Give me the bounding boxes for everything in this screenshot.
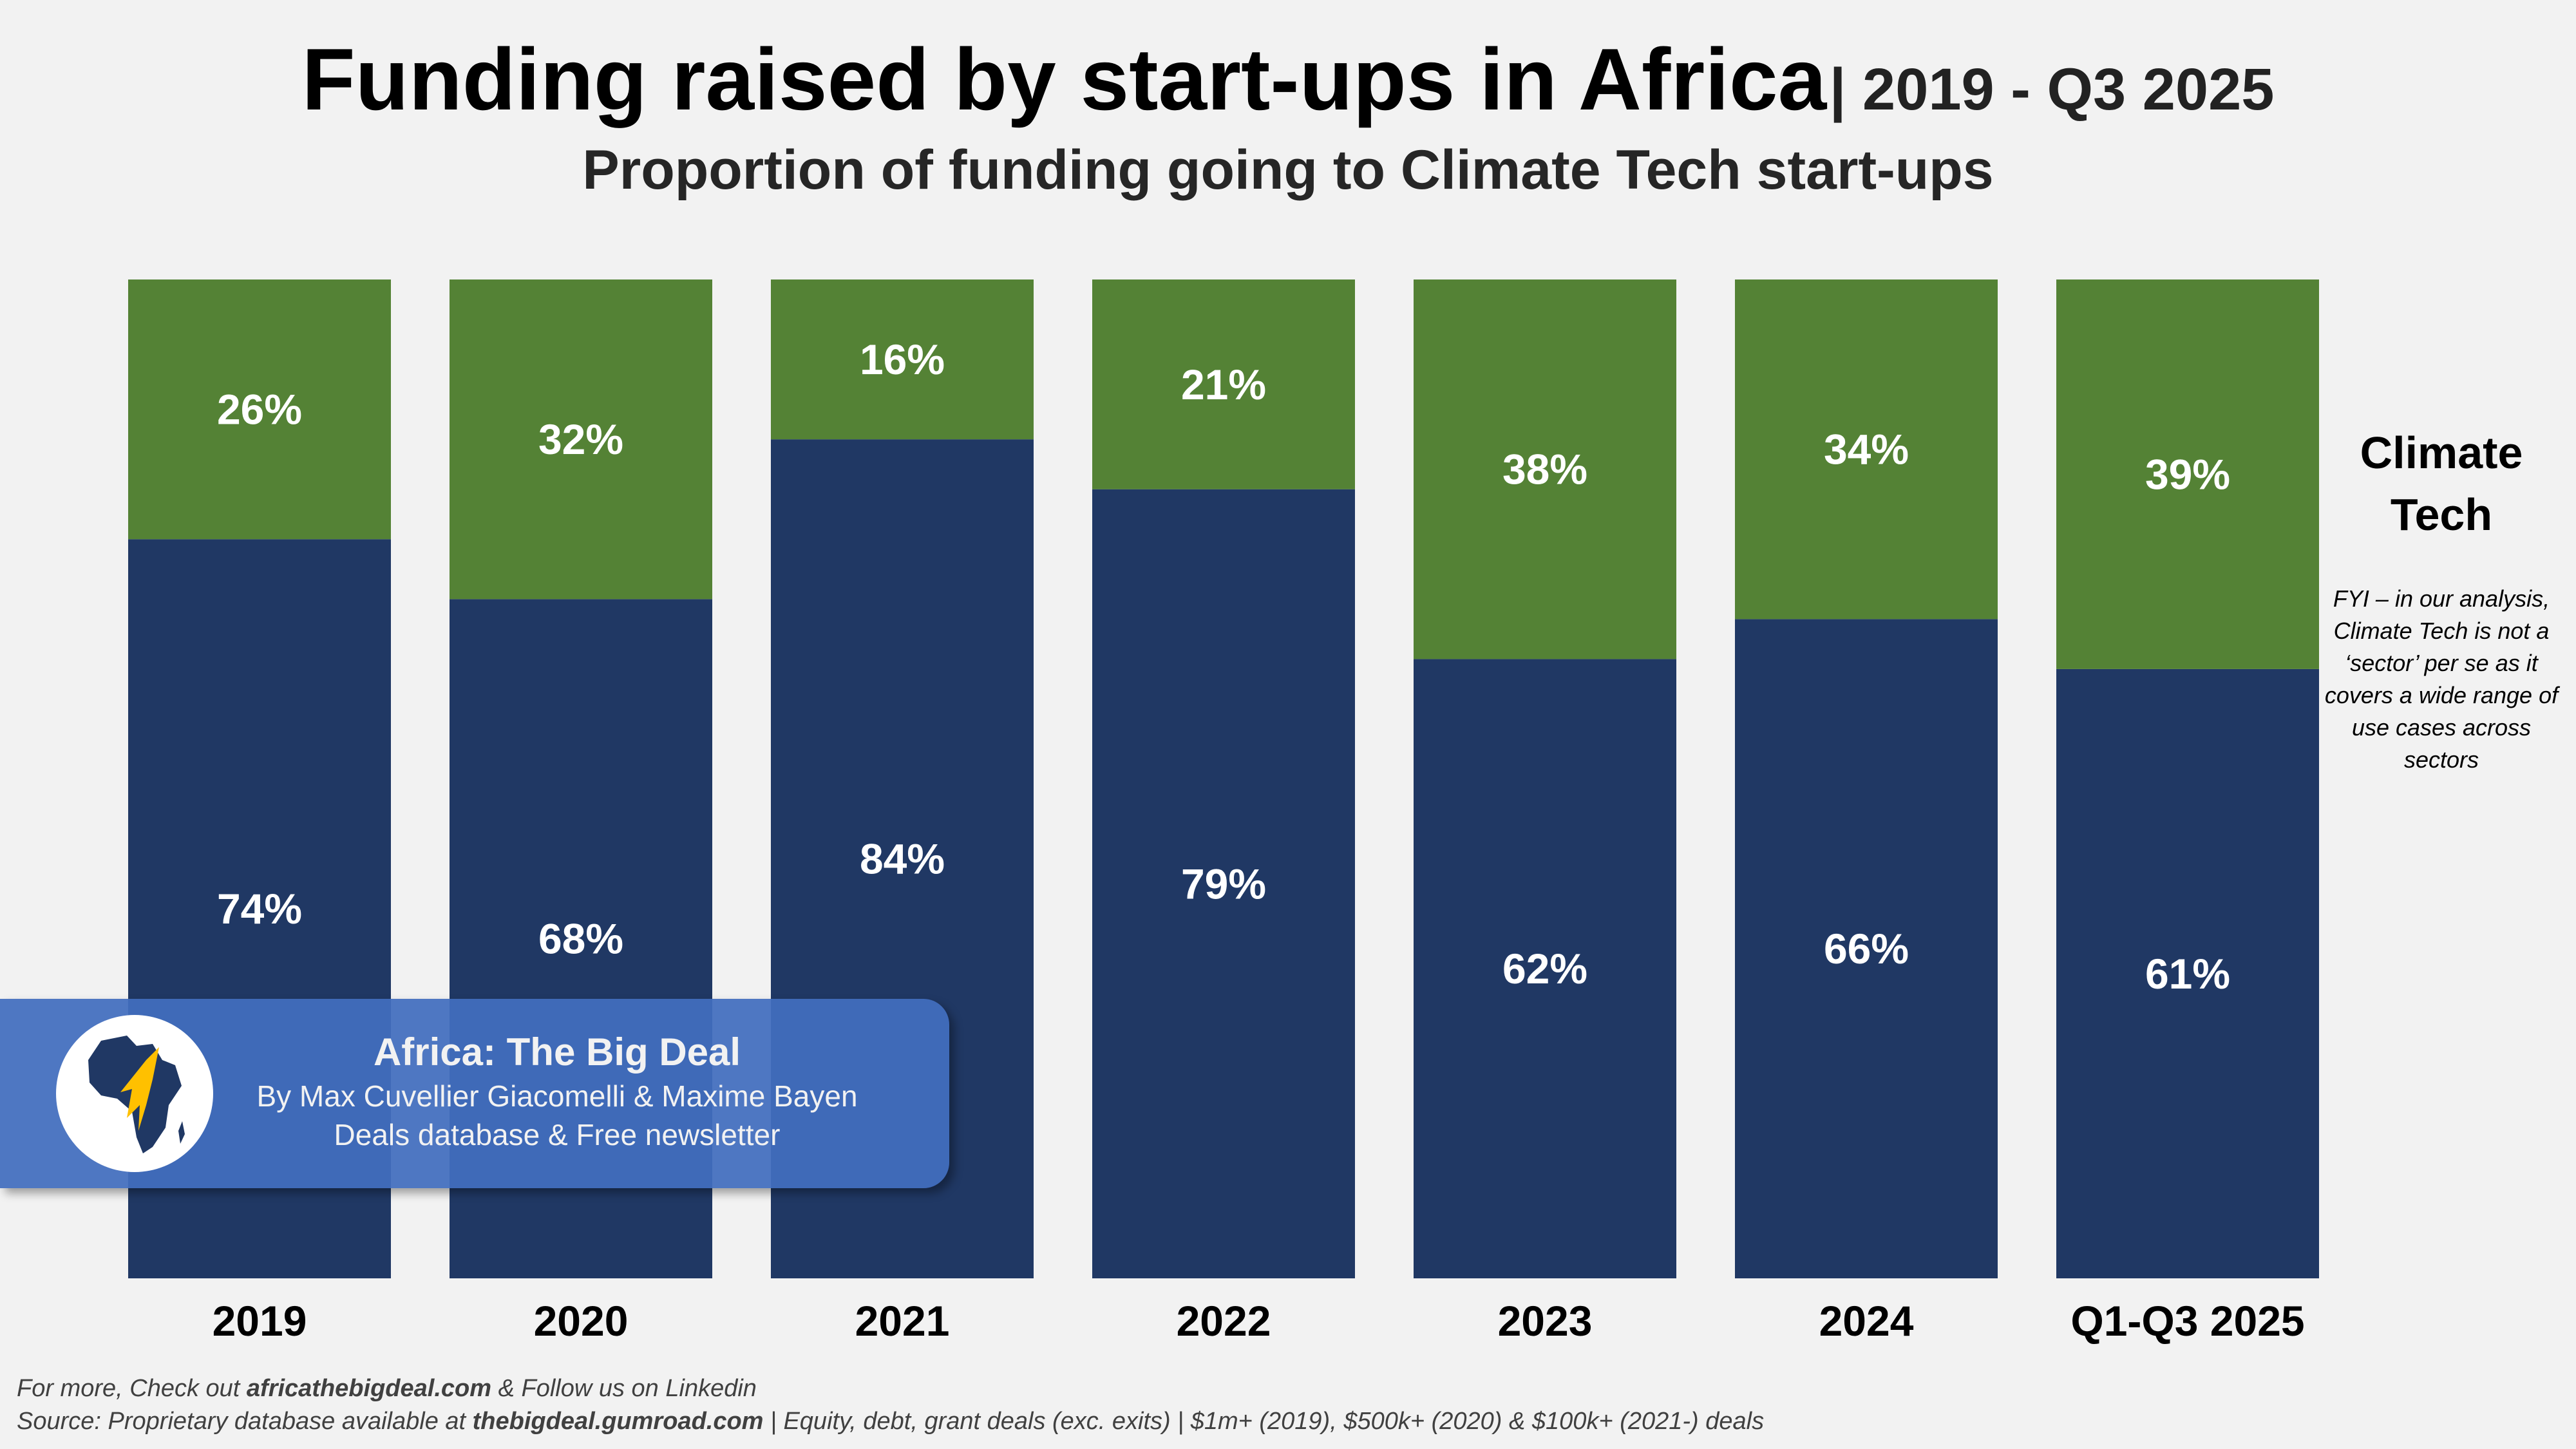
bar-segment-climate-tech (771, 279, 1034, 440)
data-label: 16% (860, 336, 945, 383)
x-tick-label: 2022 (1177, 1297, 1271, 1345)
x-tick-label: 2024 (1819, 1297, 1914, 1345)
data-label: 32% (538, 415, 623, 463)
footer-follow-text: & Follow us on Linkedin (491, 1375, 757, 1402)
brand-banner[interactable]: Africa: The Big Deal By Max Cuvellier Gi… (0, 999, 949, 1188)
bar-segment-other (2056, 668, 2319, 1278)
bar-segment-climate-tech (128, 279, 391, 540)
data-label: 34% (1824, 426, 1909, 473)
footer-source-text: Source: Proprietary database available a… (17, 1408, 473, 1435)
legend-climate-tech: Climate Tech (2360, 428, 2523, 540)
legend-note: FYI – in our analysis, Climate Tech is n… (2324, 585, 2559, 773)
bar-segment-other (1414, 659, 1676, 1278)
chart-title: Funding raised by start-ups in Africa | … (0, 29, 2576, 129)
footer-source-details: | Equity, debt, grant deals (exc. exits)… (763, 1408, 1765, 1435)
footer-more: For more, Check out africathebigdeal.com… (17, 1375, 757, 1403)
data-label: 38% (1502, 446, 1587, 493)
data-label: 39% (2145, 450, 2230, 498)
data-label: 21% (1181, 361, 1266, 408)
website-link[interactable]: africathebigdeal.com (246, 1375, 492, 1402)
title-period: | 2019 - Q3 2025 (1829, 57, 2275, 122)
x-tick-label: 2021 (855, 1297, 950, 1345)
data-label: 62% (1502, 945, 1587, 992)
banner-authors: By Max Cuvellier Giacomelli & Maxime Bay… (256, 1079, 858, 1113)
data-label: 66% (1824, 925, 1909, 972)
title-main: Funding raised by start-ups in Africa (301, 30, 1827, 128)
chart-subtitle: Proportion of funding going to Climate T… (582, 139, 1994, 201)
banner-tagline: Deals database & Free newsletter (334, 1118, 781, 1151)
footer-source: Source: Proprietary database available a… (17, 1408, 1764, 1435)
x-tick-label: 2020 (534, 1297, 629, 1345)
gumroad-link[interactable]: thebigdeal.gumroad.com (472, 1408, 764, 1435)
data-label: 84% (860, 835, 945, 883)
footer-more-text: For more, Check out (17, 1375, 247, 1402)
bar-segment-climate-tech (450, 279, 712, 600)
x-tick-label: 2019 (213, 1297, 307, 1345)
data-label: 74% (217, 885, 302, 933)
data-label: 79% (1181, 860, 1266, 907)
data-label: 61% (2145, 950, 2230, 998)
africa-rocket-logo-icon (56, 1015, 213, 1172)
data-label: 68% (538, 915, 623, 963)
x-tick-label: 2023 (1498, 1297, 1593, 1345)
x-tick-label: Q1-Q3 2025 (2070, 1297, 2304, 1345)
banner-title: Africa: The Big Deal (373, 1030, 741, 1074)
data-label: 26% (217, 386, 302, 433)
bar-segment-climate-tech (1092, 279, 1355, 489)
bar-segment-other (1735, 619, 1998, 1278)
bar-segment-other (1092, 489, 1355, 1279)
bar-segment-climate-tech (1735, 279, 1998, 620)
bar-segment-climate-tech (1414, 279, 1676, 659)
bar-segment-climate-tech (2056, 279, 2319, 669)
